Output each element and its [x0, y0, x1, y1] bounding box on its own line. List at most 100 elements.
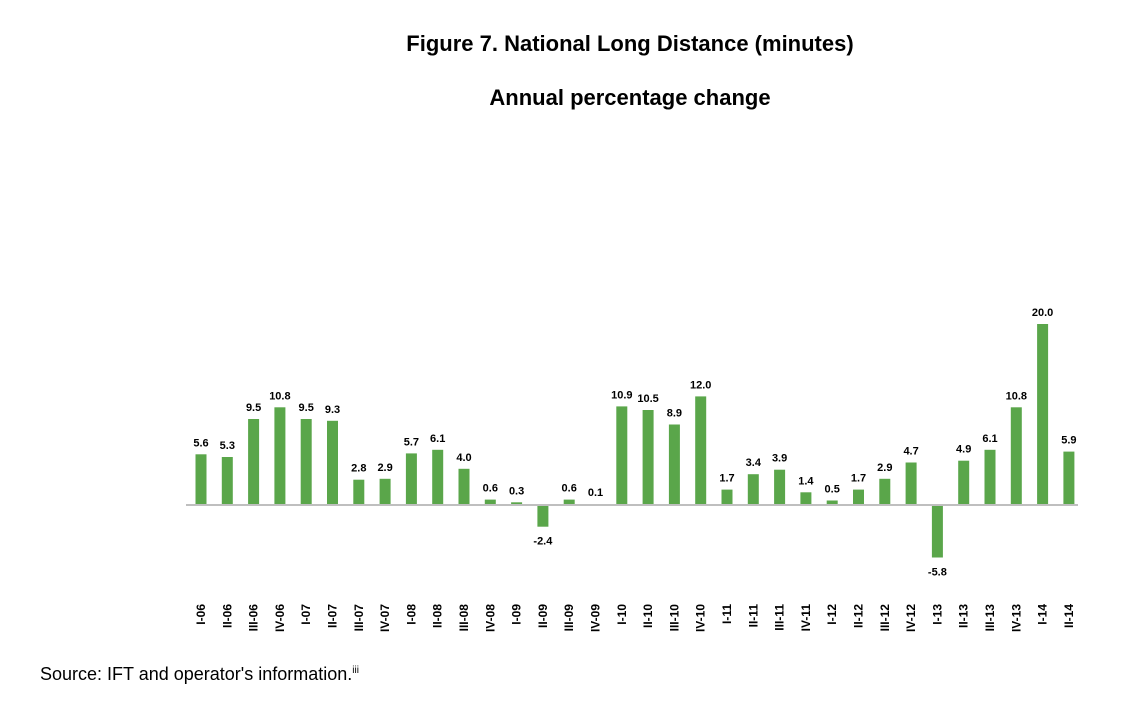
- value-label-II-13: 4.9: [956, 444, 971, 456]
- value-label-I-12: 0.5: [825, 484, 840, 496]
- value-label-III-09: 0.6: [562, 483, 577, 495]
- value-label-III-11: 3.9: [772, 453, 787, 465]
- bar-I-12: [826, 500, 838, 505]
- bar-II-08: [432, 449, 444, 505]
- bar-III-13: [984, 449, 996, 505]
- x-tick-I-07: I-07: [299, 604, 313, 625]
- value-label-I-07: 9.5: [299, 402, 314, 414]
- bar-III-11: [774, 469, 786, 505]
- bar-I-14: [1037, 324, 1049, 505]
- bar-II-07: [327, 420, 338, 505]
- x-tick-II-08: II-08: [431, 604, 445, 628]
- x-tick-III-11: III-11: [773, 604, 787, 631]
- bar-I-07: [300, 419, 312, 505]
- x-tick-I-11: I-11: [720, 604, 734, 624]
- value-label-I-10: 10.9: [611, 389, 632, 401]
- bar-IV-08: [484, 499, 496, 505]
- value-label-IV-12: 4.7: [903, 446, 918, 458]
- bar-II-10: [642, 410, 654, 505]
- x-tick-I-08: I-08: [404, 604, 418, 625]
- x-tick-III-10: III-10: [667, 604, 681, 632]
- bar-III-12: [879, 478, 891, 505]
- value-label-IV-09: 0.1: [588, 487, 603, 499]
- value-label-IV-08: 0.6: [483, 483, 498, 495]
- chart-subtitle: Annual percentage change: [489, 85, 771, 110]
- value-label-II-08: 6.1: [430, 433, 445, 445]
- value-label-III-07: 2.8: [351, 463, 366, 475]
- value-label-I-06: 5.6: [193, 437, 208, 449]
- value-label-III-06: 9.5: [246, 402, 261, 414]
- bar-II-09: [537, 505, 549, 527]
- value-label-II-06: 5.3: [220, 440, 235, 452]
- bar-IV-06: [274, 407, 286, 505]
- bar-II-14: [1063, 451, 1075, 505]
- value-label-II-09: -2.4: [533, 536, 553, 548]
- x-tick-IV-08: IV-08: [483, 604, 497, 632]
- x-tick-I-12: I-12: [825, 604, 839, 625]
- value-label-I-09: 0.3: [509, 485, 524, 497]
- value-label-I-13: -5.8: [928, 567, 947, 579]
- x-tick-II-10: II-10: [641, 604, 655, 628]
- value-label-II-14: 5.9: [1061, 435, 1076, 447]
- value-label-II-12: 1.7: [851, 473, 866, 485]
- x-tick-labels-group: I-06 II-06 III-06 IV-06 I-07 II-07 III-07 IV-07…: [194, 604, 1076, 632]
- x-tick-IV-11: IV-11: [799, 604, 813, 632]
- bar-IV-07: [379, 478, 391, 505]
- bars-group: [195, 324, 1075, 558]
- x-tick-II-09: II-09: [536, 604, 550, 628]
- bar-III-09: [563, 499, 575, 505]
- x-tick-II-07: II-07: [326, 604, 340, 628]
- x-tick-IV-13: IV-13: [1009, 604, 1023, 632]
- value-label-I-11: 1.7: [719, 473, 734, 485]
- x-tick-II-14: II-14: [1062, 604, 1076, 628]
- x-tick-I-09: I-09: [510, 604, 524, 625]
- bar-IV-12: [905, 462, 917, 505]
- x-tick-III-06: III-06: [247, 604, 261, 632]
- bar-II-06: [221, 457, 233, 505]
- x-tick-III-09: III-09: [562, 604, 576, 632]
- value-label-III-12: 2.9: [877, 462, 892, 474]
- x-tick-IV-07: IV-07: [378, 604, 392, 632]
- bar-I-13: [931, 505, 943, 558]
- bar-III-08: [458, 468, 470, 505]
- value-label-III-13: 6.1: [982, 433, 997, 445]
- bar-III-06: [248, 419, 260, 505]
- x-tick-I-13: I-13: [930, 604, 944, 625]
- x-tick-II-13: II-13: [957, 604, 971, 628]
- x-tick-IV-10: IV-10: [694, 604, 708, 632]
- chart-title: Figure 7. National Long Distance (minute…: [406, 31, 854, 56]
- x-tick-III-07: III-07: [352, 604, 366, 632]
- bar-II-11: [747, 474, 759, 505]
- value-label-II-07: 9.3: [325, 404, 340, 416]
- bar-IV-10: [695, 396, 707, 505]
- bar-II-13: [958, 460, 970, 505]
- value-label-IV-13: 10.8: [1006, 390, 1027, 402]
- x-tick-IV-12: IV-12: [904, 604, 918, 632]
- x-tick-II-06: II-06: [220, 604, 234, 628]
- value-label-IV-07: 2.9: [377, 462, 392, 474]
- source-text: Source: IFT and operator's information.: [40, 664, 353, 684]
- x-tick-I-14: I-14: [1036, 604, 1050, 625]
- source-footnote-marker: iii: [352, 665, 359, 676]
- value-labels-group: 5.6 5.3 9.5 10.8 9.5 9.3 2.8 2.9 5.7 6.1 4.0 0.6 0.3…: [193, 307, 1076, 579]
- bar-I-11: [721, 489, 733, 505]
- bar-I-09: [511, 502, 523, 505]
- value-label-IV-10: 12.0: [690, 379, 711, 391]
- bar-I-08: [405, 453, 417, 505]
- x-tick-I-10: I-10: [615, 604, 629, 625]
- bar-II-12: [853, 489, 864, 505]
- value-label-III-08: 4.0: [456, 452, 471, 464]
- bar-chart: 5.6 5.3 9.5 10.8 9.5 9.3 2.8 2.9 5.7 6.1 4.0 0.6 0.3…: [186, 307, 1078, 632]
- value-label-II-10: 10.5: [637, 393, 658, 405]
- bar-I-10: [616, 406, 628, 505]
- value-label-I-08: 5.7: [404, 436, 419, 448]
- x-tick-III-08: III-08: [457, 604, 471, 632]
- x-tick-III-12: III-12: [878, 604, 892, 632]
- x-tick-III-13: III-13: [983, 604, 997, 632]
- value-label-I-14: 20.0: [1032, 307, 1053, 319]
- x-tick-IV-09: IV-09: [589, 604, 603, 632]
- value-label-III-10: 8.9: [667, 408, 682, 420]
- bar-III-10: [668, 424, 680, 505]
- bar-I-06: [195, 454, 207, 505]
- bar-IV-13: [1010, 407, 1022, 505]
